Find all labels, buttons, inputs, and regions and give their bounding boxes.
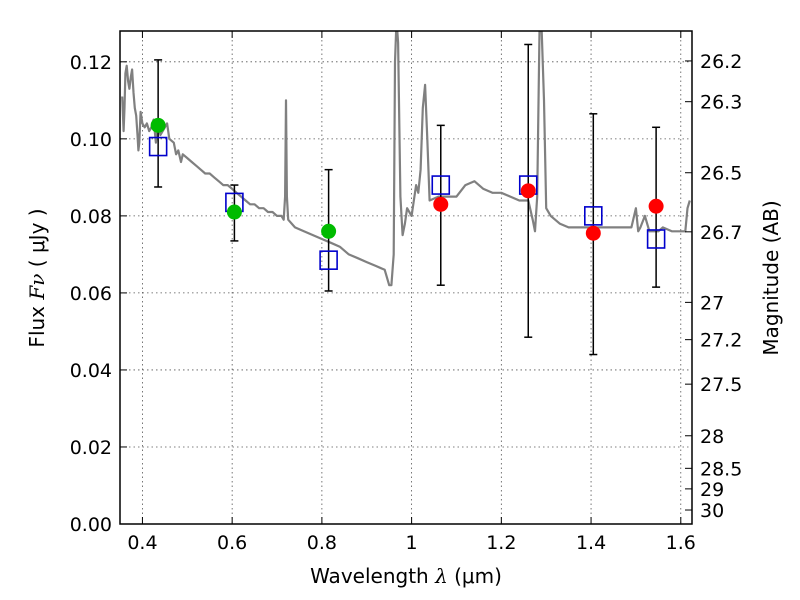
red-observed-point (520, 183, 536, 199)
ticks: 0.4 0.6 0.8 1 1.2 1.4 1.6 0.00 0.02 0.04 0.06 0.08 0… (70, 31, 742, 554)
green-observed-point (150, 117, 166, 133)
x-tick-label: 1.6 (666, 532, 696, 554)
sed-model-line (121, 31, 691, 287)
y-tick-label: 0.02 (70, 437, 112, 459)
plot-frame (119, 30, 693, 525)
x-tick-label: 0.8 (307, 532, 337, 554)
x-tick-label: 1.2 (486, 532, 516, 554)
model-flux-box (148, 136, 168, 157)
mag-tick-label: 27.2 (700, 330, 742, 352)
mag-tick-label: 29 (700, 479, 724, 501)
x-tick-label: 1 (406, 532, 418, 554)
red-observed-point (648, 198, 664, 214)
red-observed-point (433, 196, 449, 212)
model-flux-box (646, 229, 666, 249)
y-tick-label: 0.12 (70, 52, 112, 74)
mag-tick-label: 30 (700, 500, 724, 522)
y-tick-label: 0.00 (70, 514, 112, 536)
y-tick-label: 0.08 (70, 206, 112, 228)
x-axis-title: Wavelength λ (μm) (310, 564, 502, 588)
red-observed-point (585, 225, 601, 241)
y-tick-label: 0.10 (70, 129, 112, 151)
y2-axis-title: Magnitude (AB) (759, 200, 783, 355)
x-tick-label: 0.4 (127, 532, 157, 554)
mag-tick-label: 26.7 (700, 222, 742, 244)
model-flux-box (584, 206, 603, 226)
mag-tick-label: 27 (700, 292, 724, 314)
model-flux-box (319, 250, 338, 270)
y-tick-label: 0.04 (70, 360, 112, 382)
model-flux-box (431, 175, 451, 195)
green-observed-point (226, 204, 242, 220)
mag-tick-label: 27.5 (700, 374, 742, 396)
green-observed-point (321, 223, 337, 239)
x-tick-label: 1.4 (576, 532, 606, 554)
y-tick-label: 0.06 (70, 283, 112, 305)
y-axis-title: Flux Fν ( μJy ) (25, 208, 49, 347)
x-tick-label: 0.6 (217, 532, 247, 554)
plot-area (121, 31, 691, 356)
mag-tick-label: 26.2 (700, 51, 742, 73)
mag-tick-label: 28 (700, 426, 724, 448)
mag-tick-label: 26.5 (700, 163, 742, 185)
mag-tick-label: 26.3 (700, 92, 742, 114)
grid (120, 31, 692, 525)
mag-tick-label: 28.5 (700, 458, 742, 480)
